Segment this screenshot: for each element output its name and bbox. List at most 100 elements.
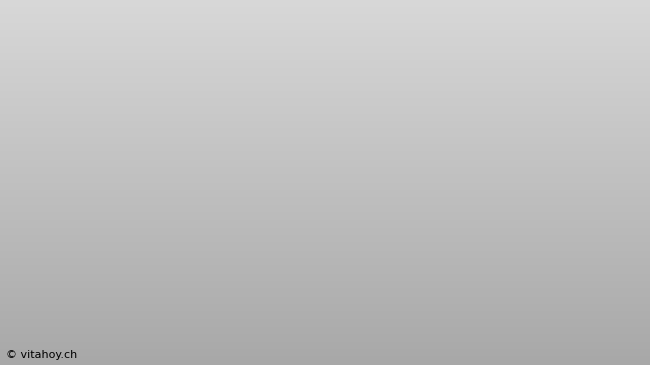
Text: Lipides 77 %: Lipides 77 % [134, 251, 268, 269]
Bar [0, 187, 650, 188]
Bar [0, 49, 650, 50]
Bar [0, 137, 650, 138]
Bar [0, 262, 650, 264]
Bar [0, 203, 650, 204]
Bar [0, 346, 650, 348]
Bar [0, 132, 650, 134]
Bar [0, 264, 650, 265]
Bar [0, 17, 650, 19]
Bar [0, 84, 650, 85]
Bar [0, 221, 650, 222]
Bar [0, 135, 650, 137]
Bar [0, 140, 650, 141]
Bar [0, 168, 650, 170]
Bar [0, 44, 650, 46]
Bar [0, 324, 650, 325]
Bar [0, 334, 650, 335]
Bar [0, 231, 650, 233]
Bar [0, 214, 650, 215]
Bar [0, 165, 650, 167]
Bar [0, 141, 650, 143]
Ellipse shape [153, 154, 491, 316]
Bar [0, 161, 650, 162]
Bar [0, 1, 650, 3]
Bar [0, 191, 650, 192]
Bar [0, 11, 650, 13]
Bar [0, 90, 650, 91]
Bar [0, 289, 650, 291]
Bar [0, 268, 650, 269]
Bar [0, 212, 650, 214]
Bar [0, 355, 650, 357]
Bar [0, 154, 650, 155]
Text: Fibres 1 %: Fibres 1 % [138, 57, 316, 111]
Bar [0, 255, 650, 257]
Bar [0, 339, 650, 341]
Bar [0, 319, 650, 321]
Bar [0, 190, 650, 191]
Bar [0, 148, 650, 150]
Bar [0, 10, 650, 11]
Bar [0, 104, 650, 105]
Bar [0, 24, 650, 26]
Bar [0, 251, 650, 252]
Bar [0, 278, 650, 280]
Bar [0, 266, 650, 268]
Bar [0, 235, 650, 237]
Bar [0, 31, 650, 33]
Bar [0, 349, 650, 351]
Bar [0, 147, 650, 148]
Bar [0, 287, 650, 288]
Bar [0, 322, 650, 324]
Bar [0, 260, 650, 261]
Bar [0, 22, 650, 23]
Bar [0, 254, 650, 255]
Bar [0, 285, 650, 287]
Bar [0, 184, 650, 185]
Bar [0, 73, 650, 74]
Bar [0, 201, 650, 203]
Bar [0, 94, 650, 96]
Bar [0, 99, 650, 100]
Bar [0, 177, 650, 178]
Bar [0, 328, 650, 329]
Bar [0, 8, 650, 10]
Bar [0, 50, 650, 51]
Bar [0, 128, 650, 130]
Bar [0, 225, 650, 227]
Bar [0, 155, 650, 157]
Bar [0, 198, 650, 200]
Bar [0, 153, 650, 154]
Bar [0, 200, 650, 201]
Bar [0, 192, 650, 194]
Bar [0, 20, 650, 22]
Wedge shape [322, 108, 489, 225]
Bar [0, 111, 650, 113]
Bar [0, 63, 650, 64]
Bar [0, 234, 650, 235]
Bar [0, 327, 650, 328]
Bar [0, 239, 650, 241]
Bar [0, 348, 650, 349]
Bar [0, 26, 650, 27]
Bar [0, 280, 650, 281]
Bar [0, 182, 650, 184]
Bar [0, 281, 650, 282]
Bar [0, 277, 650, 278]
Bar [0, 58, 650, 60]
Bar [0, 70, 650, 71]
Bar [0, 120, 650, 121]
Bar [0, 51, 650, 53]
Bar [0, 227, 650, 228]
Ellipse shape [153, 158, 491, 320]
Bar [0, 171, 650, 173]
Bar [0, 14, 650, 16]
Bar [0, 284, 650, 285]
Bar [0, 269, 650, 271]
Bar [0, 220, 650, 221]
Ellipse shape [153, 150, 491, 312]
Bar [0, 228, 650, 230]
Bar [0, 126, 650, 127]
Bar [0, 60, 650, 61]
Bar [0, 298, 650, 299]
